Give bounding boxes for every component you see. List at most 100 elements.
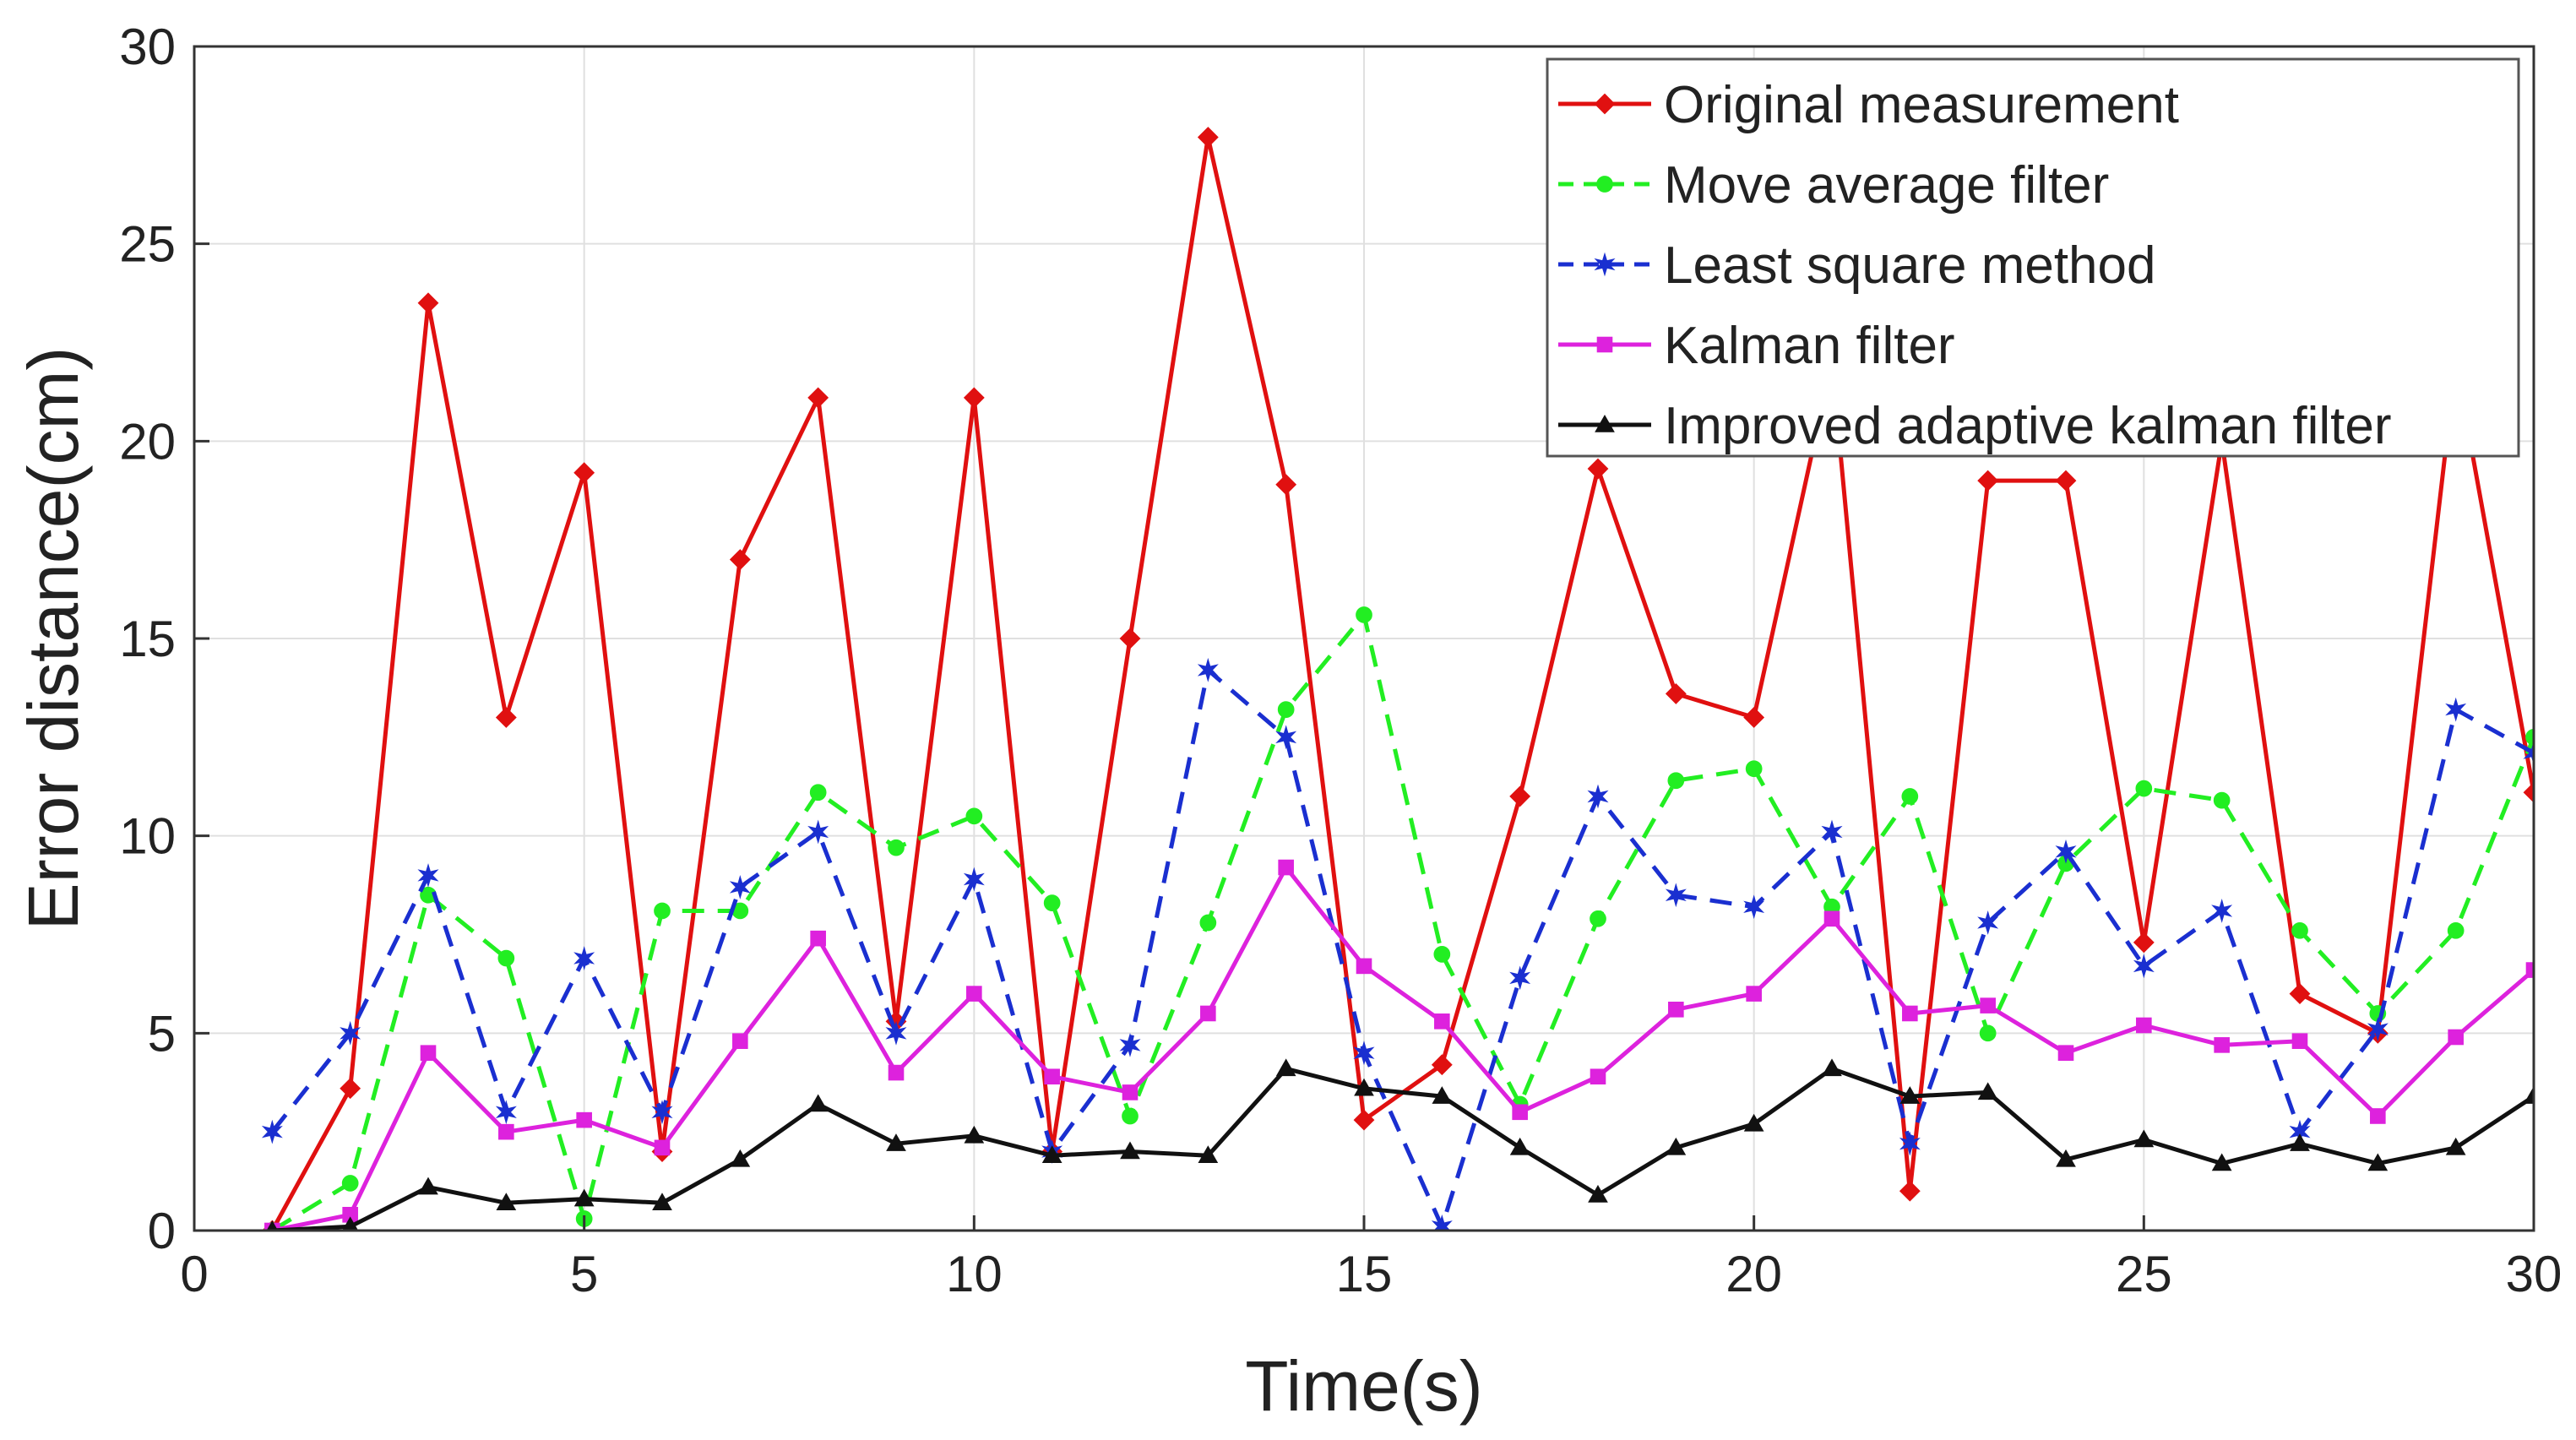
- data-point: [1899, 1180, 1921, 1202]
- data-point: [1980, 997, 1996, 1013]
- data-point: [2133, 954, 2155, 979]
- series-2: [264, 606, 2534, 1231]
- data-point: [2133, 1129, 2155, 1148]
- legend-item: Kalman filter: [1558, 317, 1955, 375]
- data-point: [886, 1133, 906, 1151]
- data-point: [1667, 772, 1685, 790]
- data-point: [732, 1033, 748, 1049]
- data-point: [1743, 1113, 1764, 1132]
- y-tick-label: 20: [119, 413, 176, 470]
- data-point: [2136, 1017, 2152, 1034]
- y-axis-label: Error distance(cm): [14, 347, 93, 931]
- x-tick-label: 10: [946, 1246, 1003, 1302]
- data-point: [340, 1078, 361, 1100]
- data-point: [1199, 914, 1217, 932]
- data-point: [729, 549, 751, 570]
- data-point: [1356, 606, 1372, 623]
- data-point: [1665, 883, 1687, 908]
- legend-box: [1546, 57, 2520, 458]
- data-point: [1431, 1054, 1453, 1076]
- data-point: [2057, 1045, 2074, 1062]
- data-point: [1197, 657, 1219, 682]
- data-point: [1590, 1068, 1606, 1085]
- data-point: [1200, 1005, 1216, 1022]
- data-point: [2447, 921, 2465, 939]
- data-point: [1275, 725, 1297, 750]
- data-point: [1977, 470, 1999, 492]
- data-point: [2445, 697, 2467, 722]
- data-point: [1275, 474, 1297, 496]
- legend-label: Least square method: [1664, 236, 2156, 295]
- data-point: [417, 292, 439, 314]
- legend-marker: [1594, 252, 1616, 277]
- legend-item: Original measurement: [1558, 76, 2179, 134]
- data-point: [2523, 741, 2534, 765]
- data-point: [1665, 683, 1687, 704]
- x-tick-label: 5: [570, 1246, 598, 1302]
- data-point: [729, 875, 751, 899]
- x-axis-label: Time(s): [1245, 1346, 1483, 1426]
- data-point: [1353, 1109, 1375, 1131]
- data-point: [342, 1216, 359, 1231]
- data-point: [1433, 946, 1451, 963]
- legend-item: Improved adaptive kalman filter: [1558, 397, 2392, 455]
- y-tick-label: 15: [119, 611, 176, 667]
- data-point: [807, 819, 829, 845]
- data-point: [1745, 760, 1763, 778]
- data-point: [1746, 986, 1762, 1002]
- data-point: [809, 784, 827, 802]
- series-line: [271, 865, 2534, 1231]
- legend-label: Original measurement: [1664, 76, 2179, 134]
- data-point: [1120, 1141, 1140, 1160]
- data-point: [2367, 1017, 2389, 1042]
- data-point: [1587, 784, 1609, 809]
- series-line: [271, 612, 2534, 1231]
- data-point: [1509, 785, 1531, 807]
- data-point: [1356, 958, 1372, 975]
- data-point: [1044, 1068, 1060, 1085]
- data-point: [496, 1193, 517, 1211]
- data-point: [964, 1125, 985, 1144]
- data-point: [807, 387, 829, 409]
- data-point: [1277, 701, 1295, 718]
- data-point: [1043, 894, 1061, 911]
- legend-item: Least square method: [1558, 236, 2156, 295]
- data-point: [1119, 1032, 1141, 1057]
- series-line: [270, 667, 2534, 1229]
- data-point: [1666, 1137, 1687, 1155]
- data-point: [1431, 1214, 1453, 1231]
- data-point: [420, 1045, 437, 1062]
- data-point: [1509, 1137, 1530, 1155]
- data-point: [1587, 458, 1609, 480]
- legend-marker: [1596, 176, 1613, 193]
- data-point: [1512, 1104, 1528, 1121]
- data-point: [1197, 127, 1219, 148]
- data-point: [1434, 1013, 1450, 1030]
- data-point: [2291, 921, 2308, 939]
- axis-ticks: 0 5 10 15 20 25 30 0 5 10 15 20 25 30: [119, 19, 2562, 1302]
- data-point: [2370, 1108, 2386, 1124]
- legend-item: Move average filter: [1558, 156, 2109, 215]
- series-5: [266, 1058, 2534, 1231]
- data-point: [1119, 628, 1141, 649]
- y-tick-label: 10: [119, 808, 176, 865]
- data-point: [888, 1064, 905, 1081]
- data-point: [2133, 932, 2155, 954]
- series-4: [264, 859, 2534, 1231]
- data-point: [573, 946, 595, 970]
- data-point: [1432, 1086, 1453, 1104]
- data-point: [888, 839, 905, 856]
- y-tick-label: 25: [119, 216, 176, 273]
- data-point: [1743, 707, 1765, 728]
- x-tick-label: 25: [2116, 1246, 2172, 1302]
- data-point: [2289, 983, 2311, 1005]
- data-point: [651, 1100, 673, 1125]
- data-point: [576, 1111, 592, 1128]
- data-point: [1041, 1145, 1062, 1163]
- data-point: [1509, 965, 1531, 991]
- data-point: [498, 1123, 514, 1140]
- data-point: [1979, 1024, 1997, 1042]
- x-tick-label: 20: [1725, 1246, 1782, 1302]
- data-point: [1122, 1107, 1139, 1125]
